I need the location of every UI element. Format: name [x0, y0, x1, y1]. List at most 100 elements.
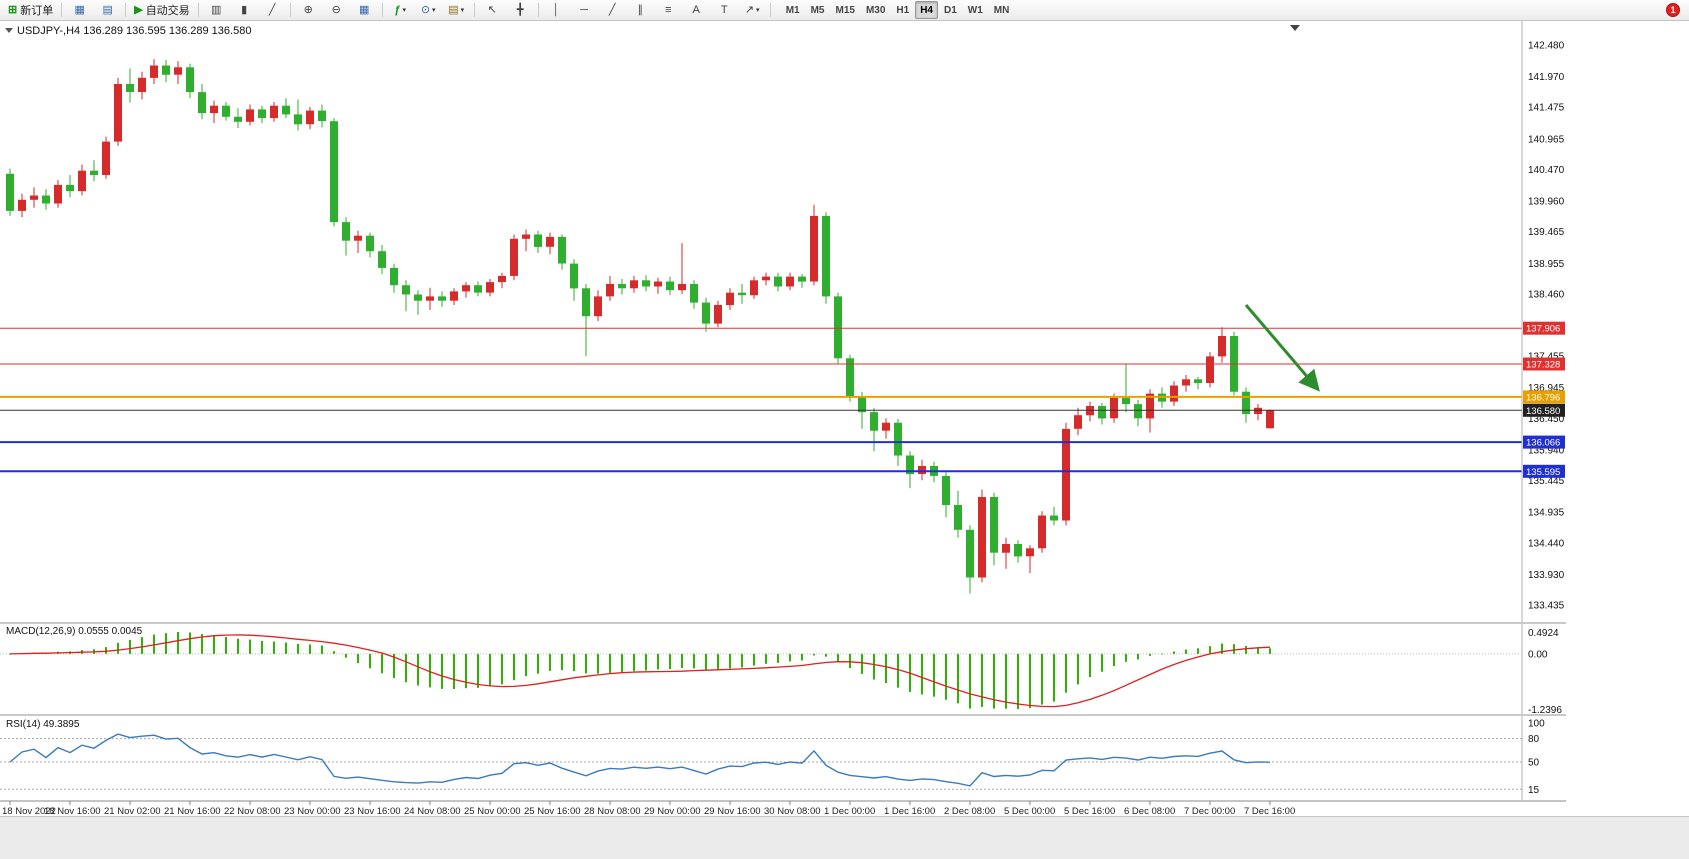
zoom-in-icon: ⊕ — [303, 3, 313, 16]
svg-text:28 Nov 08:00: 28 Nov 08:00 — [584, 806, 641, 816]
svg-text:29 Nov 16:00: 29 Nov 16:00 — [704, 806, 761, 816]
timeframe-button-w1[interactable]: W1 — [967, 5, 983, 16]
toolbar-separator — [769, 3, 771, 17]
text-button[interactable]: A — [683, 1, 710, 20]
templates-button[interactable]: ▤ ▾ — [443, 1, 470, 20]
svg-text:15: 15 — [1528, 785, 1540, 796]
new-order-icon: ⊞ — [8, 3, 18, 16]
zoom-in-button[interactable]: ⊕ — [295, 1, 322, 20]
svg-text:134.935: 134.935 — [1528, 508, 1565, 519]
macd-axis: 0.4924 0.00 -1.2396 — [1528, 628, 1562, 716]
trendline-icon: ╱ — [608, 3, 616, 16]
svg-text:138.955: 138.955 — [1528, 259, 1565, 270]
svg-text:18 Nov 2022: 18 Nov 2022 — [2, 806, 56, 816]
svg-text:50: 50 — [1528, 758, 1540, 769]
profiles-icon: ▤ — [102, 3, 113, 16]
toolbar-separator — [197, 3, 199, 17]
cursor-button[interactable]: ↖ — [479, 1, 506, 20]
svg-text:18 Nov 16:00: 18 Nov 16:00 — [44, 806, 101, 816]
chart-window[interactable]: USDJPY-,H4 136.289 136.595 136.289 136.5… — [0, 21, 1689, 816]
svg-text:139.960: 139.960 — [1528, 197, 1565, 208]
timeframe-button-m5[interactable]: M5 — [810, 5, 825, 16]
price-tag-136_066: 136.066 — [1523, 435, 1565, 449]
toolbar-separator — [473, 3, 475, 17]
macd-histogram — [9, 632, 1271, 709]
autotrading-label: 自动交易 — [145, 5, 190, 17]
svg-text:0.4924: 0.4924 — [1528, 628, 1559, 639]
svg-text:142.480: 142.480 — [1528, 41, 1565, 52]
svg-text:2 Dec 08:00: 2 Dec 08:00 — [944, 806, 995, 816]
timeframe-button-h4[interactable]: H4 — [915, 1, 938, 19]
fibonacci-button[interactable]: ≡ — [655, 1, 682, 20]
toolbar-separator — [61, 3, 63, 17]
bar-chart-button[interactable]: ▥ — [203, 1, 230, 20]
macd-label: MACD(12,26,9) 0.0555 0.0045 — [6, 626, 143, 637]
indicators-icon: ƒ — [394, 3, 401, 16]
text-label-icon: T — [720, 3, 728, 16]
trend-arrow-annotation[interactable] — [1244, 304, 1320, 392]
toolbar: ⊞ 新订单 ▦ ▤ ▶ 自动交易 ▥ ▮ ╱ ⊕ ⊖ — [0, 0, 1689, 21]
timeframe-button-h1[interactable]: H1 — [896, 5, 910, 16]
timeframe-button-d1[interactable]: D1 — [944, 5, 957, 16]
indicators-button[interactable]: ƒ ▾ — [387, 1, 414, 20]
chart-canvas[interactable]: USDJPY-,H4 136.289 136.595 136.289 136.5… — [0, 21, 1566, 816]
svg-text:24 Nov 08:00: 24 Nov 08:00 — [404, 806, 461, 816]
tile-windows-button[interactable]: ▦ — [351, 1, 378, 20]
cursor-icon: ↖ — [487, 3, 497, 16]
price-tag-136_796: 136.796 — [1523, 390, 1565, 404]
price-tag-137_328: 137.328 — [1523, 357, 1565, 371]
svg-text:6 Dec 08:00: 6 Dec 08:00 — [1124, 806, 1175, 816]
zoom-out-icon: ⊖ — [331, 3, 341, 16]
dropdown-caret-icon: ▾ — [402, 7, 406, 14]
notification-badge[interactable]: 1 — [1666, 3, 1680, 17]
svg-text:137.328: 137.328 — [1526, 360, 1560, 371]
svg-text:133.435: 133.435 — [1528, 601, 1565, 612]
svg-text:133.930: 133.930 — [1528, 570, 1565, 581]
svg-text:-1.2396: -1.2396 — [1528, 705, 1562, 716]
candlestick-chart-icon: ▮ — [241, 3, 248, 16]
line-chart-button[interactable]: ╱ — [259, 1, 286, 20]
text-label-button[interactable]: T — [711, 1, 738, 20]
svg-text:25 Nov 16:00: 25 Nov 16:00 — [524, 806, 581, 816]
shapes-button[interactable]: ↗ ▾ — [739, 1, 766, 20]
price-tag-136_580: 136.580 — [1523, 403, 1565, 417]
timeframe-button-m15[interactable]: M15 — [835, 5, 855, 16]
dropdown-caret-icon: ▾ — [460, 7, 465, 14]
timeframe-button-m1[interactable]: M1 — [785, 5, 800, 16]
collapse-arrow-icon — [5, 28, 13, 33]
timeframe-button-mn[interactable]: MN — [993, 5, 1010, 16]
autotrading-button[interactable]: ▶ 自动交易 — [130, 1, 193, 20]
svg-text:135.940: 135.940 — [1528, 445, 1565, 456]
crosshair-button[interactable]: ╋ — [507, 1, 534, 20]
horizontal-lines-layer[interactable] — [0, 327, 1522, 473]
svg-text:135.595: 135.595 — [1526, 467, 1560, 478]
trendline-button[interactable]: ╱ — [599, 1, 626, 20]
zoom-out-button[interactable]: ⊖ — [323, 1, 350, 20]
new-order-button[interactable]: ⊞ 新订单 — [4, 1, 57, 20]
horizontal-line-button[interactable]: ─ — [571, 1, 598, 20]
svg-text:135.445: 135.445 — [1528, 476, 1565, 487]
periods-button[interactable]: ⊙ ▾ — [415, 1, 442, 20]
shapes-arrow-icon: ↗ — [744, 3, 755, 16]
rsi-label: RSI(14) 49.3895 — [6, 719, 80, 730]
svg-text:5 Dec 00:00: 5 Dec 00:00 — [1004, 806, 1055, 816]
toolbar-separator — [125, 3, 127, 17]
svg-text:136.580: 136.580 — [1526, 406, 1560, 417]
price-tag-135_595: 135.595 — [1523, 464, 1565, 478]
svg-text:136.066: 136.066 — [1526, 438, 1560, 449]
channel-icon: ∥ — [637, 3, 643, 16]
toolbar-separator — [381, 3, 383, 17]
svg-text:1 Dec 16:00: 1 Dec 16:00 — [884, 806, 935, 816]
svg-text:22 Nov 08:00: 22 Nov 08:00 — [224, 806, 281, 816]
profiles-button[interactable]: ▤ — [94, 1, 121, 20]
svg-text:5 Dec 16:00: 5 Dec 16:00 — [1064, 806, 1115, 816]
candlestick-chart-button[interactable]: ▮ — [231, 1, 258, 20]
candles-layer — [6, 59, 1274, 594]
svg-text:136.796: 136.796 — [1526, 392, 1560, 403]
new-chart-button[interactable]: ▦ — [66, 1, 93, 20]
channel-button[interactable]: ∥ — [627, 1, 654, 20]
rsi-axis: 100 80 50 15 — [1528, 719, 1545, 796]
timeframe-button-m30[interactable]: M30 — [865, 5, 886, 16]
vertical-line-button[interactable]: │ — [543, 1, 570, 20]
svg-text:141.970: 141.970 — [1528, 72, 1565, 83]
